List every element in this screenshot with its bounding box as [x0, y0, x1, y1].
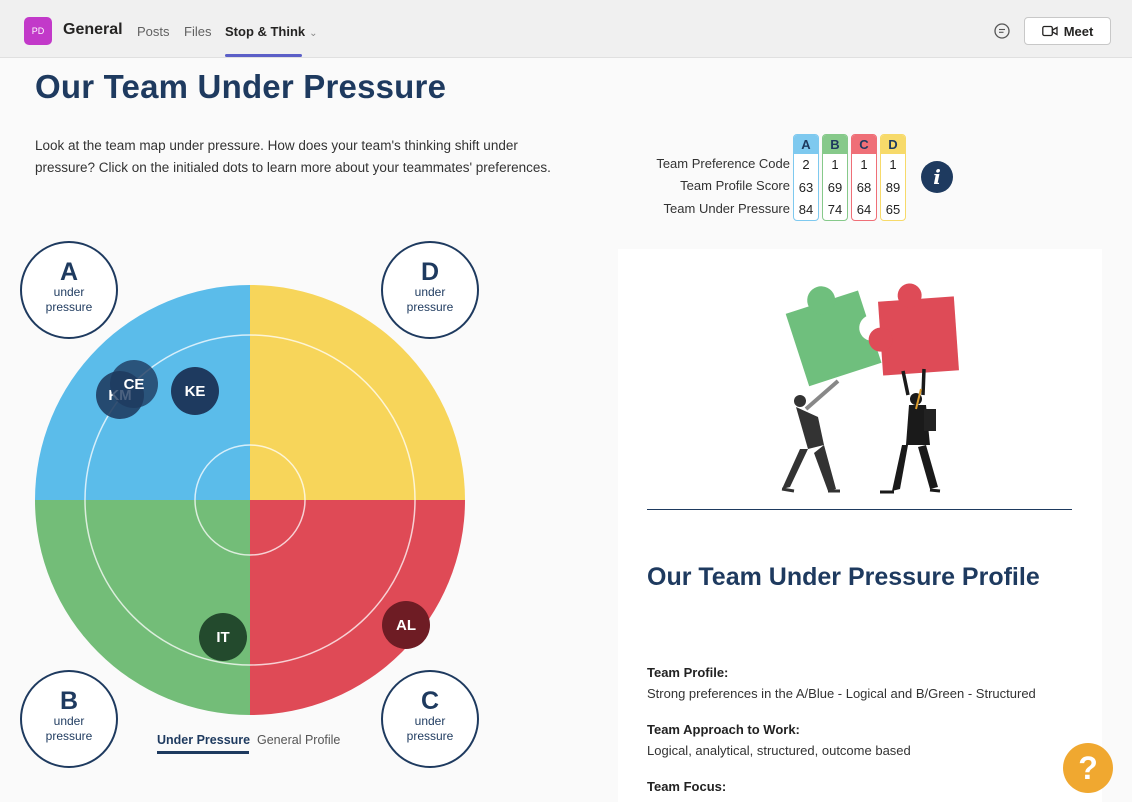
tab-posts[interactable]: Posts: [137, 24, 170, 39]
cell-b-profile: 69: [827, 179, 843, 195]
column-header-d: D: [881, 135, 905, 154]
quadrant-b-area[interactable]: [35, 500, 250, 715]
view-tab-indicator: [157, 751, 249, 754]
row-label-under-pressure: Team Under Pressure: [663, 201, 790, 216]
row-label-profile-score: Team Profile Score: [680, 178, 790, 193]
row-label-preference-code: Team Preference Code: [656, 156, 790, 171]
field-label-approach: Team Approach to Work:: [647, 722, 800, 737]
field-label-focus: Team Focus:: [647, 779, 727, 794]
cell-b-code: 1: [831, 157, 839, 172]
teammate-dot-it[interactable]: IT: [199, 613, 247, 661]
quadrant-a-button[interactable]: A under pressure: [20, 241, 118, 339]
tab-files[interactable]: Files: [184, 24, 212, 39]
quadrant-c-button[interactable]: C under pressure: [381, 670, 479, 768]
quadrant-c-letter: C: [420, 687, 440, 715]
quadrant-d-button[interactable]: D under pressure: [381, 241, 479, 339]
inner-ring: [194, 444, 306, 556]
channel-avatar[interactable]: PD: [24, 17, 52, 45]
preference-column-b: B 1 69 74: [822, 134, 848, 221]
figure-left: [781, 379, 840, 493]
main-content: Our Team Under Pressure Look at the team…: [0, 58, 1132, 802]
quadrant-c-sub1: under: [414, 714, 446, 728]
quadrant-b-letter: B: [59, 687, 79, 715]
quadrant-c-area[interactable]: [250, 500, 465, 715]
quadrant-b-sub2: pressure: [45, 729, 93, 743]
help-button[interactable]: ?: [1063, 743, 1113, 793]
chevron-down-icon: ⌄: [309, 28, 318, 39]
meet-button-label: Meet: [1063, 23, 1094, 39]
active-tab-indicator: [225, 54, 302, 57]
tab-stop-and-think-label: Stop & Think: [225, 24, 306, 39]
quadrant-b-button[interactable]: B under pressure: [20, 670, 118, 768]
figure-right: [880, 368, 941, 494]
cell-b-pressure: 74: [827, 202, 843, 217]
team-map: [35, 285, 465, 715]
info-icon[interactable]: i: [921, 161, 953, 193]
cell-d-code: 1: [889, 157, 897, 172]
cell-d-profile: 89: [885, 179, 901, 195]
quadrant-d-sub2: pressure: [406, 300, 454, 314]
field-value-approach: Logical, analytical, structured, outcome…: [647, 743, 911, 758]
tab-general-profile[interactable]: General Profile: [257, 733, 341, 747]
cell-d-pressure: 65: [885, 202, 901, 217]
quadrant-d-letter: D: [420, 258, 440, 286]
profile-title: Our Team Under Pressure Profile: [647, 563, 1040, 591]
quadrant-a-sub2: pressure: [45, 300, 93, 314]
teammate-dot-al[interactable]: AL: [382, 601, 430, 649]
page-title: Our Team Under Pressure: [35, 68, 447, 105]
quadrant-a-letter: A: [59, 258, 79, 286]
column-header-c: C: [852, 135, 876, 154]
meet-button[interactable]: Meet: [1024, 17, 1111, 45]
preference-column-a: A 2 63 84: [793, 134, 819, 221]
cell-a-code: 2: [802, 157, 810, 172]
video-camera-icon: [1041, 25, 1058, 37]
cell-a-profile: 63: [798, 179, 814, 195]
quadrant-c-sub2: pressure: [406, 729, 454, 743]
tab-stop-and-think[interactable]: Stop & Think ⌄: [225, 24, 318, 39]
field-label-team-profile: Team Profile:: [647, 665, 729, 680]
field-value-team-profile: Strong preferences in the A/Blue - Logic…: [647, 686, 1036, 701]
teammate-dot-ce[interactable]: CE: [110, 360, 158, 408]
profile-panel: Our Team Under Pressure Profile Team Pro…: [618, 249, 1102, 802]
teammate-dot-ke[interactable]: KE: [171, 367, 219, 415]
column-header-b: B: [823, 135, 847, 154]
preference-column-c: C 1 68 64: [851, 134, 877, 221]
puzzle-illustration: [781, 283, 959, 494]
red-puzzle-piece: [868, 283, 959, 376]
panel-divider: [647, 509, 1072, 510]
channel-header: PD General Posts Files Stop & Think ⌄ Mee…: [0, 0, 1132, 58]
cell-c-code: 1: [860, 157, 868, 172]
quadrant-a-sub1: under: [53, 285, 85, 299]
cell-c-profile: 68: [856, 179, 872, 195]
outer-ring: [84, 334, 416, 666]
quadrant-d-sub1: under: [414, 285, 446, 299]
channel-name: General: [63, 21, 123, 38]
intro-text: Look at the team map under pressure. How…: [35, 138, 551, 175]
preference-column-d: D 1 89 65: [880, 134, 906, 221]
chat-icon[interactable]: [993, 22, 1011, 40]
cell-c-pressure: 64: [856, 202, 872, 217]
tab-under-pressure[interactable]: Under Pressure: [157, 733, 251, 747]
quadrant-d-area[interactable]: [250, 285, 465, 500]
cell-a-pressure: 84: [798, 202, 814, 217]
quadrant-b-sub1: under: [53, 714, 85, 728]
column-header-a: A: [794, 135, 818, 154]
